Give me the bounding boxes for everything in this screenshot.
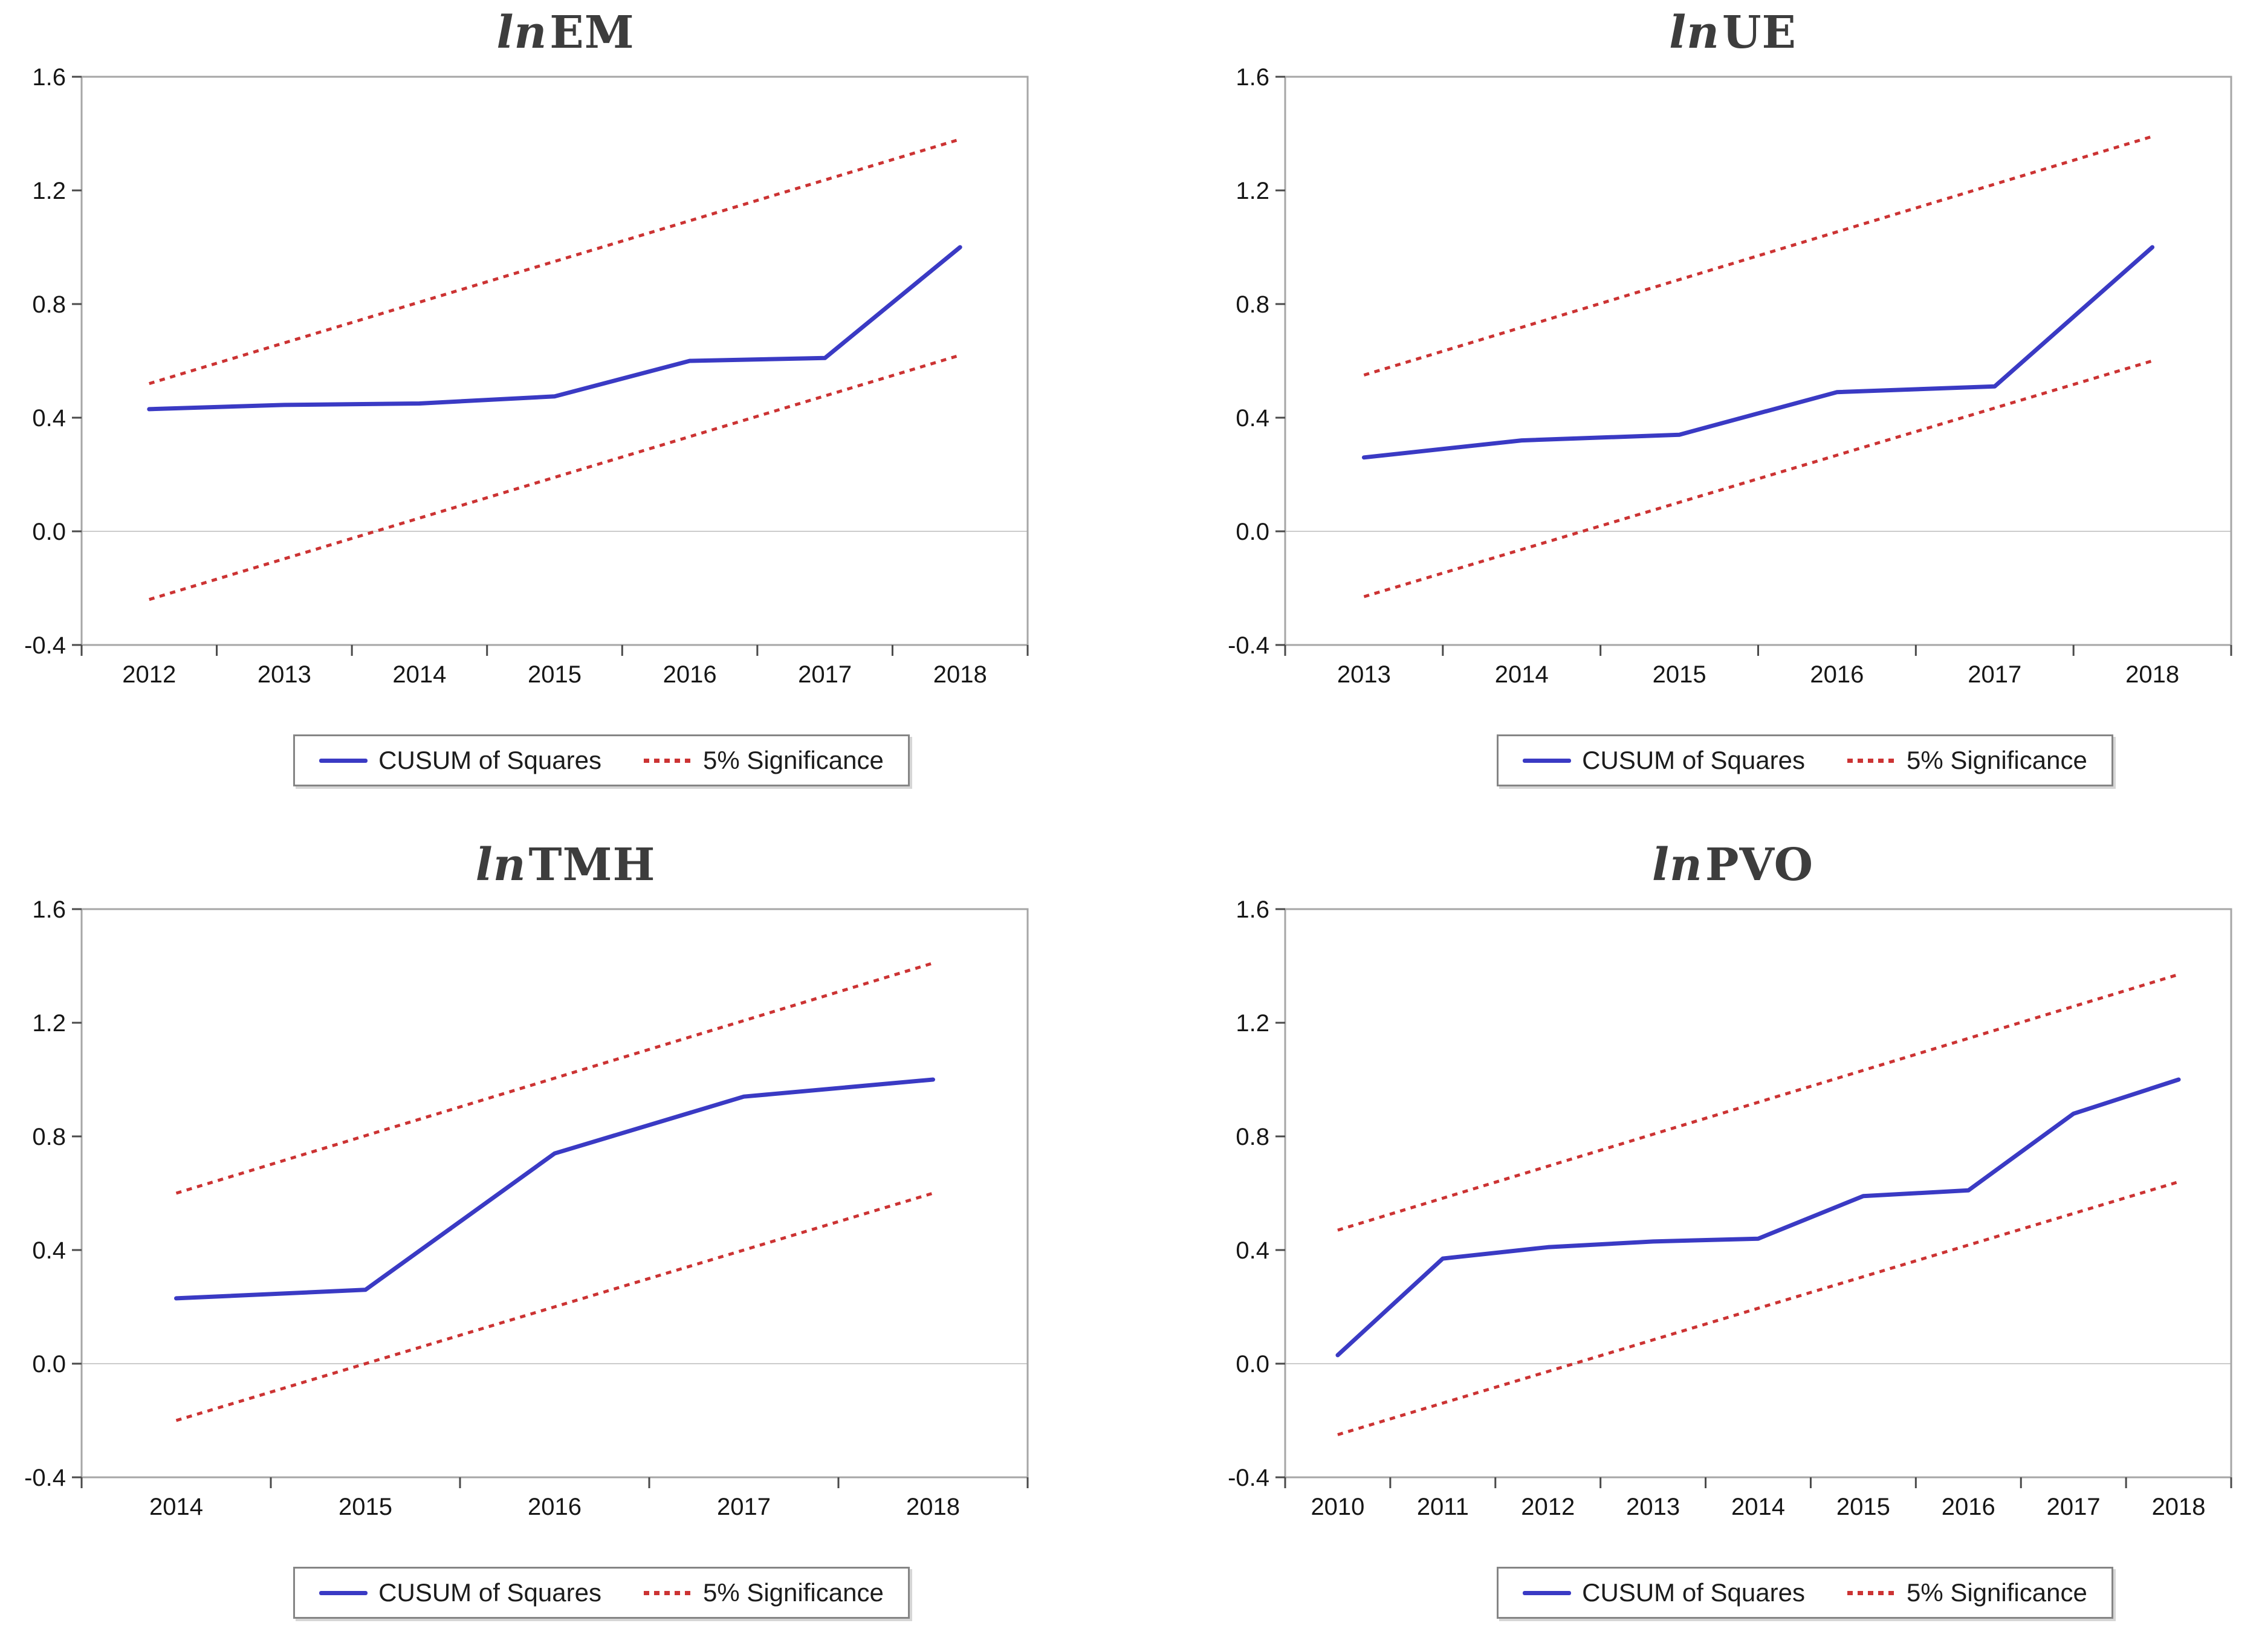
legend-significance-label: 5% Significance	[1906, 746, 2087, 774]
chart-title-prefix: ln	[1651, 839, 1703, 891]
chart-panel-lnPVO: lnPVO 1.6 1.2 0.8 0.4 0.0 -0.4 2010 2011 2012 201…	[1131, 841, 2262, 1619]
svg-text:-0.4: -0.4	[24, 632, 66, 659]
legend-significance-label: 5% Significance	[702, 746, 884, 774]
cusum-line-swatch-icon	[1523, 1590, 1572, 1595]
svg-text:2011: 2011	[1417, 1494, 1469, 1520]
cusum-line-swatch-icon	[1523, 758, 1572, 763]
legend-cusum-label: CUSUM of Squares	[1582, 746, 1805, 774]
svg-text:2017: 2017	[1968, 661, 2021, 688]
svg-text:2015: 2015	[528, 661, 582, 688]
svg-text:2013: 2013	[258, 661, 311, 688]
significance-line-swatch-icon	[643, 1590, 692, 1595]
svg-text:0.4: 0.4	[1236, 1237, 1269, 1264]
svg-text:2017: 2017	[798, 661, 852, 688]
svg-text:0.0: 0.0	[32, 519, 66, 545]
chart-title-prefix: ln	[496, 7, 548, 59]
svg-text:2015: 2015	[339, 1494, 392, 1520]
svg-text:1.6: 1.6	[1236, 900, 1269, 923]
cusum-squares-plot-lnTMH: 1.6 1.2 0.8 0.4 0.0 -0.4 2014 2015 2016 2017 2018	[24, 900, 1029, 1520]
svg-text:2014: 2014	[149, 1494, 203, 1520]
svg-text:2016: 2016	[1810, 661, 1864, 688]
svg-text:2018: 2018	[2125, 661, 2179, 688]
chart-title-prefix: ln	[1669, 7, 1720, 59]
svg-text:1.2: 1.2	[32, 1010, 66, 1037]
chart-title-prefix: ln	[475, 839, 527, 891]
svg-text:2015: 2015	[1653, 661, 1706, 688]
svg-text:2012: 2012	[1521, 1494, 1575, 1520]
svg-text:1.2: 1.2	[1236, 178, 1269, 204]
svg-text:0.0: 0.0	[1236, 1351, 1269, 1378]
chart-title-main: UE	[1722, 7, 1797, 59]
chart-title-main: TMH	[528, 839, 656, 891]
cusum-squares-plot-lnUE: 1.6 1.2 0.8 0.4 0.0 -0.4 2013 2014 2015 2016 2017 2…	[1228, 68, 2232, 688]
svg-text:2013: 2013	[1337, 661, 1391, 688]
legend-box: CUSUM of Squares 5% Significance	[1497, 734, 2113, 786]
svg-text:0.8: 0.8	[1236, 291, 1269, 318]
svg-text:1.6: 1.6	[1236, 68, 1269, 91]
legend-box: CUSUM of Squares 5% Significance	[1497, 1567, 2113, 1619]
chart-title-lnTMH: lnTMH	[0, 841, 1131, 889]
svg-text:2016: 2016	[663, 661, 717, 688]
svg-text:0.8: 0.8	[1236, 1124, 1269, 1150]
svg-text:2017: 2017	[2047, 1494, 2101, 1520]
svg-text:0.4: 0.4	[32, 1237, 66, 1264]
svg-text:2013: 2013	[1626, 1494, 1680, 1520]
cusum-squares-plot-lnEM: 1.6 1.2 0.8 0.4 0.0 -0.4 2012 2013 2014 2015 2016 2…	[24, 68, 1029, 688]
svg-text:2016: 2016	[1942, 1494, 1995, 1520]
significance-line-swatch-icon	[1847, 758, 1896, 763]
legend-significance-label: 5% Significance	[1906, 1578, 2087, 1607]
svg-text:2018: 2018	[2152, 1494, 2206, 1520]
svg-text:2018: 2018	[933, 661, 987, 688]
significance-line-swatch-icon	[643, 758, 692, 763]
cusum-squares-plot-lnPVO: 1.6 1.2 0.8 0.4 0.0 -0.4 2010 2011 2012 2013 2014 2…	[1228, 900, 2232, 1520]
legend-wrap: CUSUM of Squares 5% Significance	[1204, 1567, 2262, 1619]
svg-text:1.6: 1.6	[32, 68, 66, 91]
legend-wrap: CUSUM of Squares 5% Significance	[0, 1567, 1121, 1619]
chart-title-lnEM: lnEM	[0, 8, 1131, 57]
legend-wrap: CUSUM of Squares 5% Significance	[1204, 734, 2262, 786]
chart-panel-lnUE: lnUE 1.6 1.2 0.8 0.4 0.0 -0.4 2013 2014 2015 2016…	[1131, 8, 2262, 786]
legend-box: CUSUM of Squares 5% Significance	[293, 1567, 910, 1619]
legend-significance-label: 5% Significance	[702, 1578, 884, 1607]
svg-text:1.2: 1.2	[32, 178, 66, 204]
svg-text:2014: 2014	[1731, 1494, 1785, 1520]
legend-wrap: CUSUM of Squares 5% Significance	[0, 734, 1121, 786]
chart-panel-lnTMH: lnTMH 1.6 1.2 0.8 0.4 0.0 -0.4 2014 2015 2016 201…	[0, 841, 1131, 1619]
cusum-line-swatch-icon	[319, 1590, 368, 1595]
svg-text:0.4: 0.4	[32, 405, 66, 432]
svg-text:-0.4: -0.4	[1228, 632, 1269, 659]
legend-cusum-label: CUSUM of Squares	[378, 1578, 601, 1607]
svg-text:0.4: 0.4	[1236, 405, 1269, 432]
svg-text:1.6: 1.6	[32, 900, 66, 923]
cusum-line-swatch-icon	[319, 758, 368, 763]
svg-text:2016: 2016	[528, 1494, 582, 1520]
significance-line-swatch-icon	[1847, 1590, 1896, 1595]
chart-title-main: PVO	[1705, 839, 1814, 891]
svg-text:2012: 2012	[122, 661, 176, 688]
svg-text:0.0: 0.0	[1236, 519, 1269, 545]
legend-cusum-label: CUSUM of Squares	[1582, 1578, 1805, 1607]
chart-title-lnUE: lnUE	[1204, 8, 2262, 57]
svg-text:0.8: 0.8	[32, 291, 66, 318]
chart-title-lnPVO: lnPVO	[1204, 841, 2262, 889]
svg-text:2014: 2014	[1495, 661, 1549, 688]
svg-text:2010: 2010	[1311, 1494, 1364, 1520]
legend-box: CUSUM of Squares 5% Significance	[293, 734, 910, 786]
svg-text:-0.4: -0.4	[1228, 1465, 1269, 1491]
svg-text:0.8: 0.8	[32, 1124, 66, 1150]
svg-text:2018: 2018	[906, 1494, 960, 1520]
svg-text:0.0: 0.0	[32, 1351, 66, 1378]
chart-panel-lnEM: lnEM 1.6 1.2 0.8 0.4 0.0 -0.4 2012 2013 2014 2015…	[0, 8, 1131, 786]
svg-text:-0.4: -0.4	[24, 1465, 66, 1491]
legend-cusum-label: CUSUM of Squares	[378, 746, 601, 774]
svg-text:1.2: 1.2	[1236, 1010, 1269, 1037]
chart-title-main: EM	[549, 7, 635, 59]
svg-text:2015: 2015	[1836, 1494, 1890, 1520]
svg-text:2017: 2017	[717, 1494, 771, 1520]
svg-text:2014: 2014	[392, 661, 446, 688]
